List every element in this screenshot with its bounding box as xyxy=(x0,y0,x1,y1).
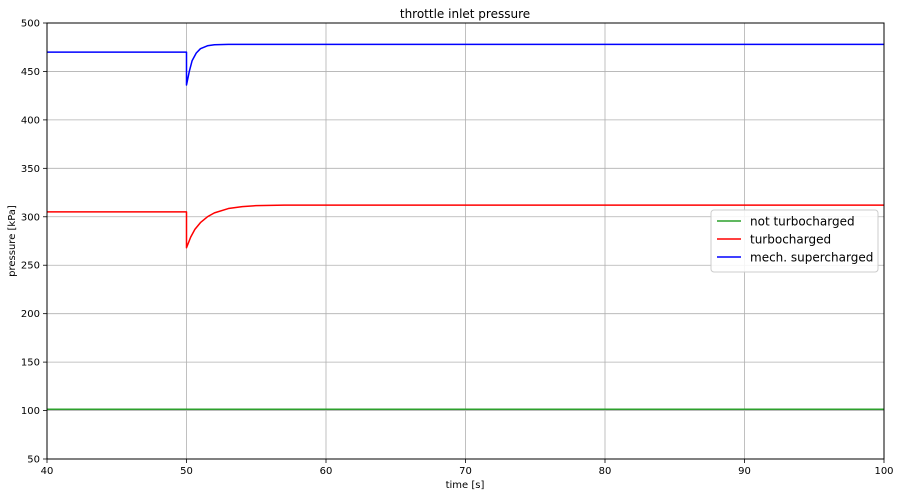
x-axis-label: time [s] xyxy=(446,480,485,491)
y-tick-label: 250 xyxy=(21,261,40,272)
y-tick-label: 350 xyxy=(21,164,40,175)
x-tick-label: 80 xyxy=(599,466,612,477)
series-line-2 xyxy=(47,204,884,249)
legend-label: turbocharged xyxy=(750,233,831,247)
y-axis-label: pressure [kPa] xyxy=(7,205,18,277)
series-line-3 xyxy=(47,43,884,86)
legend-label: not turbocharged xyxy=(750,215,855,229)
series-lines xyxy=(47,43,884,411)
legend-box xyxy=(710,209,879,273)
legend-label: mech. supercharged xyxy=(750,251,873,265)
y-tick-label: 300 xyxy=(21,212,40,223)
y-tick-label: 200 xyxy=(21,309,40,320)
x-tick-label: 50 xyxy=(180,466,193,477)
chart-title: throttle inlet pressure xyxy=(400,7,530,21)
x-axis-ticks: 40 50 60 70 80 90 100 xyxy=(41,459,894,477)
y-tick-label: 450 xyxy=(21,67,40,78)
y-tick-label: 150 xyxy=(21,358,40,369)
y-tick-label: 500 xyxy=(21,19,40,30)
y-tick-label: 400 xyxy=(21,115,40,126)
legend: not turbocharged turbocharged mech. superc… xyxy=(710,209,879,273)
x-tick-label: 100 xyxy=(874,466,893,477)
x-tick-label: 90 xyxy=(738,466,751,477)
x-tick-label: 40 xyxy=(41,466,54,477)
x-tick-label: 70 xyxy=(459,466,472,477)
y-tick-label: 50 xyxy=(27,455,40,466)
x-tick-label: 60 xyxy=(320,466,333,477)
y-tick-label: 100 xyxy=(21,406,40,417)
y-axis-ticks: 50 100 150 200 250 300 350 400 450 500 xyxy=(21,19,47,466)
